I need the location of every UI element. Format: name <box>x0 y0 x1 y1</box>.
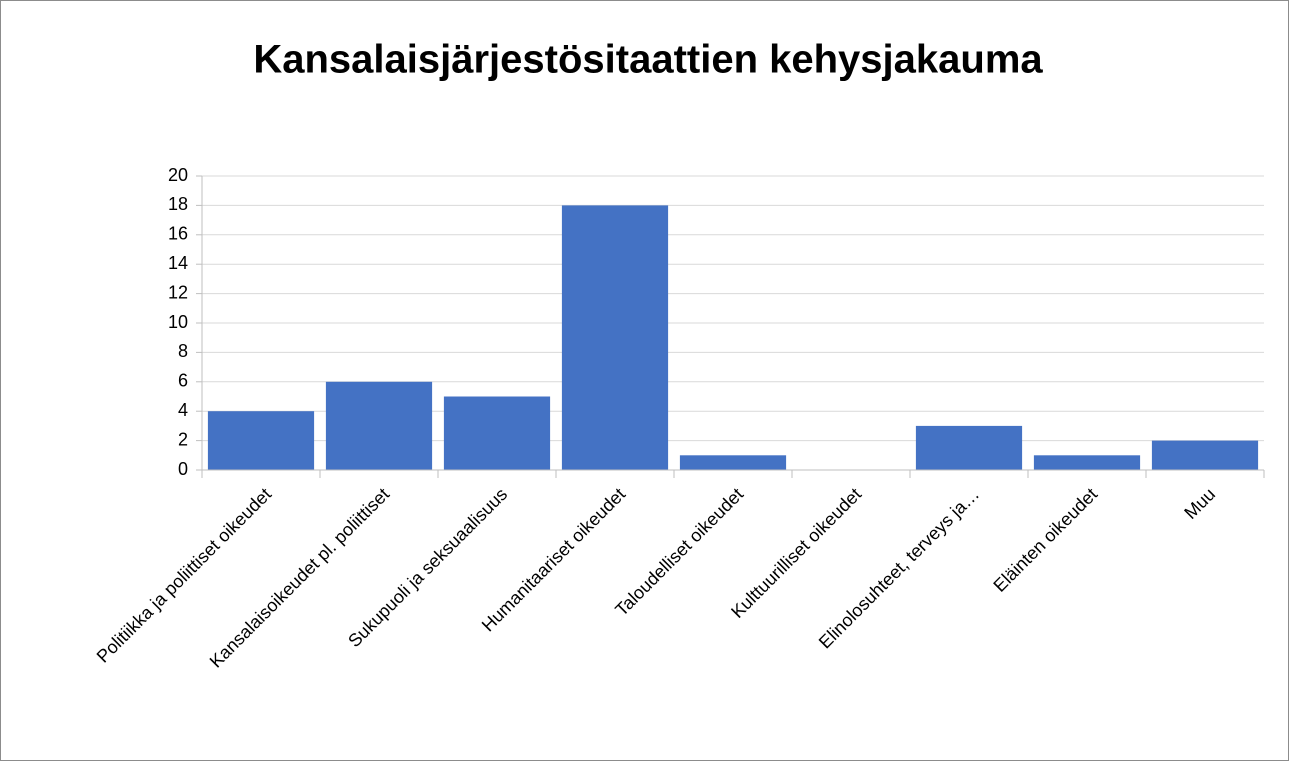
y-tick-label: 20 <box>168 165 188 185</box>
y-tick-label: 10 <box>168 312 188 332</box>
bar <box>443 396 551 470</box>
bar <box>915 425 1023 470</box>
y-tick-label: 8 <box>178 341 188 361</box>
y-tick-label: 0 <box>178 459 188 479</box>
chart-title: Kansalaisjärjestösitaattien kehysjakauma <box>253 38 1043 82</box>
bar <box>1151 440 1259 470</box>
bar <box>207 411 315 470</box>
y-tick-label: 12 <box>168 282 188 302</box>
y-tick-label: 2 <box>178 429 188 449</box>
y-tick-label: 16 <box>168 224 188 244</box>
bar <box>679 455 787 470</box>
y-tick-label: 4 <box>178 400 188 420</box>
bar <box>561 205 669 470</box>
y-tick-label: 6 <box>178 371 188 391</box>
bar <box>325 381 433 470</box>
y-tick-label: 18 <box>168 194 188 214</box>
bar <box>1033 455 1141 470</box>
y-tick-label: 14 <box>168 253 188 273</box>
